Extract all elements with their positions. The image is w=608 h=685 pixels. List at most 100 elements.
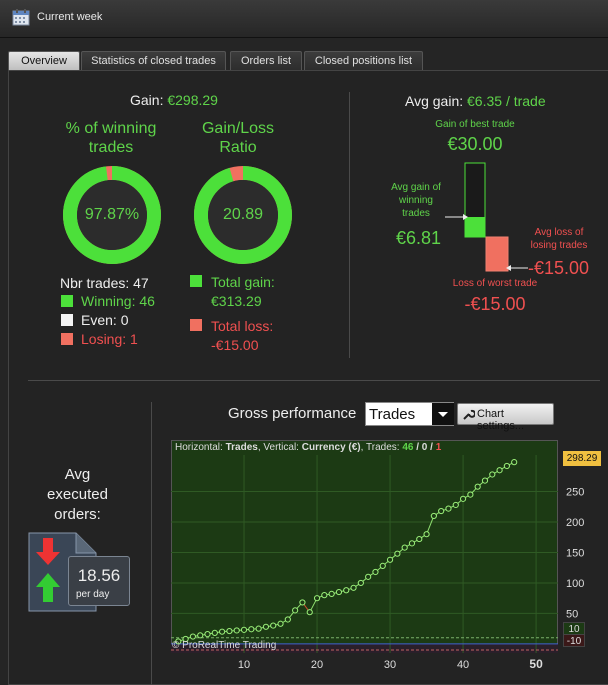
y-tick-label: 150 bbox=[566, 547, 584, 559]
total-loss-value: -€15.00 bbox=[211, 337, 259, 353]
chevron-down-icon bbox=[438, 412, 448, 417]
tab-overview[interactable]: Overview bbox=[8, 51, 80, 71]
tab-statistics[interactable]: Statistics of closed trades bbox=[81, 51, 226, 71]
data-point bbox=[255, 625, 262, 632]
even-count: Even: 0 bbox=[81, 312, 129, 328]
avg-orders-unit: per day bbox=[76, 589, 110, 600]
avg-orders-value: 18.56 bbox=[77, 566, 121, 585]
data-point bbox=[299, 599, 306, 606]
data-point bbox=[306, 609, 313, 616]
data-point bbox=[343, 587, 350, 594]
losing-count: Losing: 1 bbox=[81, 331, 138, 347]
chart-header-h: Trades bbox=[225, 442, 258, 453]
vertical-divider bbox=[349, 92, 350, 358]
data-point bbox=[489, 471, 496, 478]
chart-header-loss: 1 bbox=[435, 442, 442, 453]
data-point bbox=[394, 550, 401, 557]
winning-legend-swatch bbox=[60, 294, 74, 308]
ratio-value: 20.89 bbox=[222, 206, 264, 223]
nbr-trades: Nbr trades: 47 bbox=[60, 275, 149, 291]
tab-closed-positions[interactable]: Closed positions list bbox=[304, 51, 423, 71]
data-point bbox=[496, 467, 503, 474]
best-trade-label: Gain of best trade bbox=[435, 119, 515, 130]
total-gain-swatch bbox=[189, 274, 203, 288]
total-gain-label: Total gain: bbox=[211, 274, 275, 290]
best-trade-value: €30.00 bbox=[447, 134, 503, 154]
chart-header-mid: , Vertical: bbox=[257, 442, 302, 453]
avg-gain-label: Avg gain: bbox=[405, 93, 464, 109]
dropdown-button[interactable] bbox=[432, 403, 454, 425]
data-point bbox=[511, 459, 518, 466]
gain-label: Gain: bbox=[130, 92, 164, 108]
worst-trade-value: -€15.00 bbox=[464, 294, 526, 314]
chart-settings-label: Chart settings... bbox=[477, 408, 525, 432]
worst-trade-label: Loss of worst trade bbox=[452, 278, 538, 289]
x-tick-label: 50 bbox=[529, 657, 543, 671]
x-tick-label: 30 bbox=[384, 659, 396, 671]
chart-header-trades: , Trades: bbox=[360, 442, 403, 453]
winning-title: % of winning trades bbox=[40, 119, 182, 157]
gain-header: Gain: €298.29 bbox=[130, 92, 218, 108]
negative-zone bbox=[171, 643, 558, 653]
avg-loss-label: Avg loss of losing trades bbox=[524, 226, 594, 252]
wrench-icon bbox=[463, 409, 475, 420]
avg-win-bar bbox=[465, 217, 485, 237]
x-tick-label: 40 bbox=[457, 659, 469, 671]
x-tick-label: 10 bbox=[238, 659, 250, 671]
data-point bbox=[321, 592, 328, 599]
data-point bbox=[438, 507, 445, 515]
total-loss-swatch bbox=[189, 318, 203, 332]
horizontal-divider bbox=[28, 380, 600, 381]
gross-select-value: Trades bbox=[369, 406, 416, 423]
data-point bbox=[270, 622, 277, 629]
tab-orders-list[interactable]: Orders list bbox=[230, 51, 302, 71]
buy-arrow-icon bbox=[36, 573, 60, 602]
avg-win-label-line3: trades bbox=[402, 208, 430, 219]
data-point bbox=[219, 628, 226, 635]
chart-header-win: 46 bbox=[402, 442, 414, 453]
data-point bbox=[189, 633, 197, 640]
data-point bbox=[240, 626, 248, 633]
winning-count: Winning: 46 bbox=[81, 293, 155, 309]
chart-copyright: © ProRealTime Trading bbox=[172, 640, 277, 651]
even-legend-swatch bbox=[60, 313, 74, 327]
avg-gain-value: €6.35 / trade bbox=[467, 93, 546, 109]
chart-settings-button[interactable]: Chart settings... bbox=[457, 403, 554, 432]
data-point bbox=[386, 556, 394, 563]
data-point bbox=[430, 512, 437, 520]
avg-win-label-line2: winning bbox=[399, 195, 433, 206]
data-point bbox=[365, 573, 372, 580]
data-point bbox=[445, 505, 452, 512]
window-title: Current week bbox=[37, 11, 103, 23]
gross-select[interactable]: Trades bbox=[365, 402, 454, 426]
y-tick-label: 200 bbox=[566, 517, 584, 529]
data-point bbox=[408, 540, 416, 547]
losing-legend-swatch bbox=[60, 332, 74, 346]
series-segment bbox=[426, 515, 435, 535]
data-point bbox=[313, 595, 321, 602]
avg-orders-title-line3: orders: bbox=[54, 506, 101, 523]
data-point bbox=[423, 531, 430, 538]
data-point bbox=[292, 607, 299, 614]
total-loss-label: Total loss: bbox=[211, 318, 274, 334]
data-point bbox=[277, 620, 284, 627]
avg-gain-header: Avg gain: €6.35 / trade bbox=[405, 93, 546, 109]
chart-header-even: 0 bbox=[421, 442, 428, 453]
avg-loss-label-line1: Avg loss of bbox=[534, 227, 584, 238]
y-axis: 50 100 150 200 250 bbox=[566, 487, 584, 621]
data-point bbox=[211, 629, 218, 636]
data-point bbox=[175, 638, 182, 645]
y-tick-label: 50 bbox=[566, 608, 578, 620]
data-point bbox=[379, 562, 386, 569]
side-bottom-label: -10 bbox=[563, 634, 585, 647]
ratio-title-line2: Ratio bbox=[219, 139, 257, 156]
data-point bbox=[401, 544, 408, 551]
data-point bbox=[503, 462, 510, 470]
gain-value: €298.29 bbox=[167, 92, 218, 108]
calendar-icon bbox=[12, 9, 30, 26]
winning-title-line2: trades bbox=[88, 139, 134, 156]
chart-header: Horizontal: Trades, Vertical: Currency (… bbox=[175, 442, 441, 453]
y-tick-label: 250 bbox=[566, 487, 584, 499]
data-point bbox=[328, 590, 335, 598]
avg-win-label: Avg gain of winning trades bbox=[381, 181, 451, 220]
